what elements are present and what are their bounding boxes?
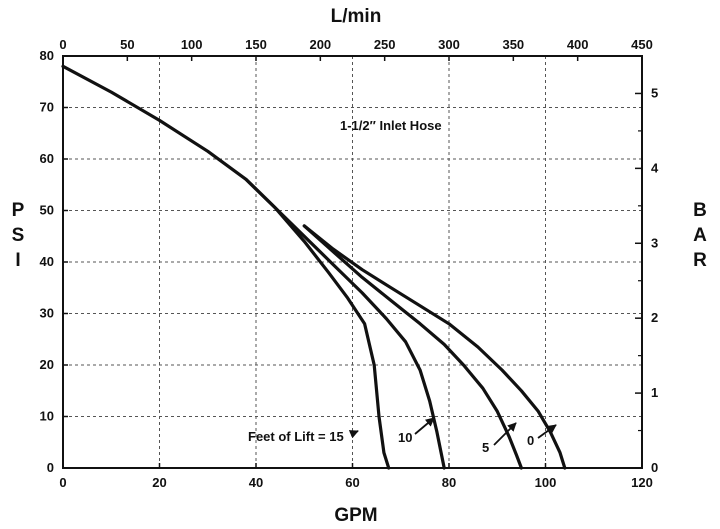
y2-tick-label: 1 (651, 385, 658, 400)
x2-tick-label: 100 (181, 37, 203, 52)
x-tick-label: 80 (442, 475, 456, 490)
x-tick-label: 40 (249, 475, 263, 490)
y-axis-letter: S (12, 225, 25, 246)
y2-tick-label: 5 (651, 85, 658, 100)
lift-arrow (493, 422, 517, 446)
y2-tick-label: 0 (651, 460, 658, 475)
y2-axis-letter: A (693, 225, 707, 246)
x2-tick-label: 350 (502, 37, 524, 52)
lift-arrow (537, 424, 557, 439)
x-tick-label: 20 (152, 475, 166, 490)
pump-curves (61, 64, 567, 470)
y2-tick-label: 3 (651, 235, 658, 250)
y-axis-letter: P (12, 200, 25, 221)
lift-arrow (414, 417, 435, 435)
x2-tick-label: 0 (59, 37, 66, 52)
lift-10-label: 10 (398, 430, 412, 445)
x2-tick-label: 50 (120, 37, 134, 52)
y-tick-label: 20 (40, 357, 54, 372)
y-tick-label: 30 (40, 306, 54, 321)
y-tick-label: 70 (40, 100, 54, 115)
lift-5-label: 5 (482, 440, 489, 455)
y-axis-letter: I (15, 250, 20, 271)
y-tick-label: 40 (40, 254, 54, 269)
y-tick-label: 50 (40, 203, 54, 218)
x2-tick-label: 250 (374, 37, 396, 52)
inlet-hose-label: 1-1/2″ Inlet Hose (340, 118, 442, 133)
y2-tick-label: 2 (651, 310, 658, 325)
y-tick-label: 0 (47, 460, 54, 475)
pump-curve-line (244, 178, 446, 470)
x-tick-label: 120 (631, 475, 653, 490)
y-tick-label: 10 (40, 409, 54, 424)
x-tick-label: 0 (59, 475, 66, 490)
x-axis-title: GPM (334, 505, 377, 526)
lift-arrow (348, 430, 359, 439)
x2-tick-label: 200 (309, 37, 331, 52)
y-tick-label: 80 (40, 48, 54, 63)
x-tick-label: 100 (535, 475, 557, 490)
x2-tick-label: 300 (438, 37, 460, 52)
x2-axis-title: L/min (331, 6, 382, 27)
x2-tick-label: 400 (567, 37, 589, 52)
pump-curve-line (302, 224, 523, 470)
pump-curve-line (61, 64, 391, 470)
y2-axis-title: B A R (693, 200, 707, 271)
plot-frame (62, 55, 643, 469)
x2-tick-label: 150 (245, 37, 267, 52)
y-tick-label: 60 (40, 151, 54, 166)
feet-of-lift-label: Feet of Lift = 15 (248, 429, 344, 444)
y-axis-title: P S I (12, 200, 25, 271)
x2-tick-label: 450 (631, 37, 653, 52)
lift-0-label: 0 (527, 433, 534, 448)
y2-tick-label: 4 (651, 160, 659, 175)
y2-axis-letter: R (693, 250, 707, 271)
x-tick-label: 60 (345, 475, 359, 490)
y2-axis-letter: B (693, 200, 707, 221)
lift-arrows (348, 417, 557, 446)
